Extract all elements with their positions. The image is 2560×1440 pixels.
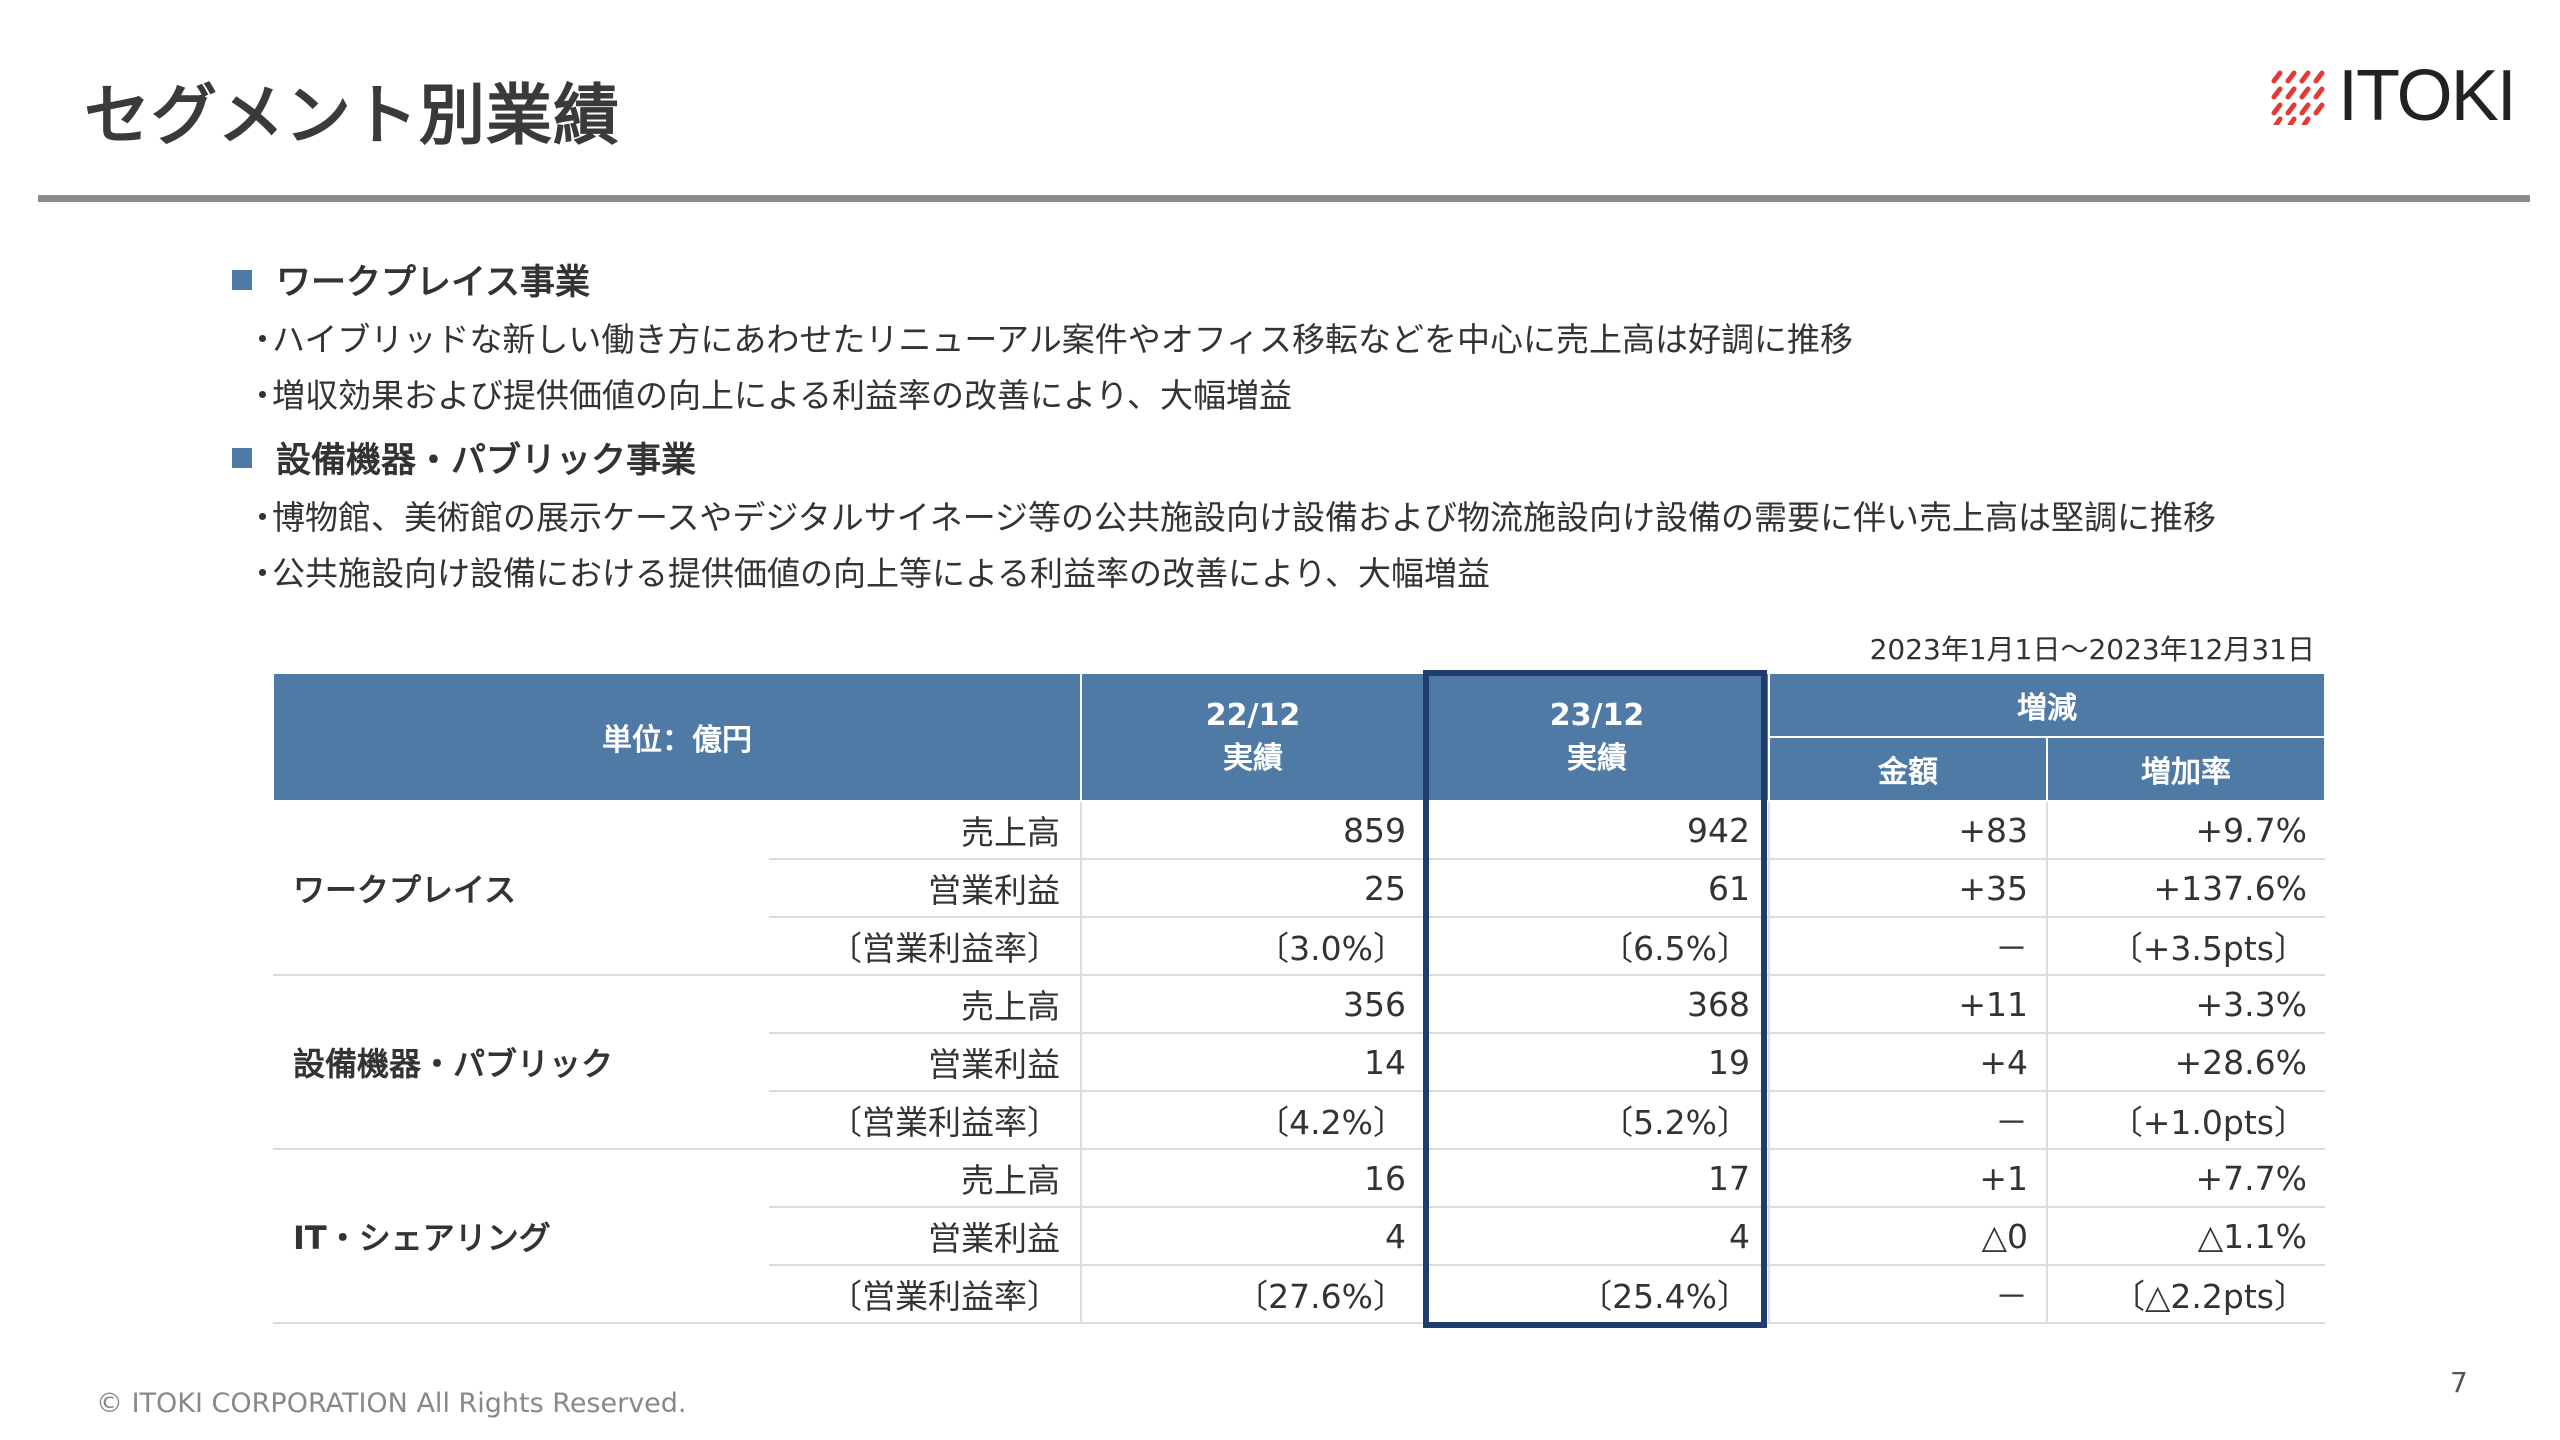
change-rate: 〔+3.5pts〕 bbox=[2046, 917, 2325, 976]
prev-year-header: 22/12 実績 bbox=[1080, 672, 1426, 802]
prev-value: 14 bbox=[1080, 1033, 1425, 1092]
page-number: 7 bbox=[2450, 1366, 2468, 1399]
prev-value: 〔4.2%〕 bbox=[1080, 1091, 1425, 1150]
curr-value: 〔25.4%〕 bbox=[1424, 1265, 1769, 1324]
change-rate: +28.6% bbox=[2046, 1033, 2325, 1092]
table-row: 設備機器・パブリック 売上高 356 368 +11 +3.3% bbox=[273, 975, 2325, 1150]
curr-value: 19 bbox=[1424, 1033, 1769, 1092]
bullet-text: 公共施設向け設備における提供価値の向上等による利益率の改善により、大幅増益 bbox=[272, 554, 1491, 593]
row-label: 〔営業利益率〕 bbox=[769, 1091, 1081, 1150]
curr-value: 〔5.2%〕 bbox=[1424, 1091, 1769, 1150]
square-bullet-icon bbox=[232, 447, 252, 468]
section-heading: 設備機器・パブリック事業 bbox=[276, 441, 697, 481]
bullet-marker: ・ bbox=[246, 320, 279, 359]
table-row: 〔営業利益率〕 〔4.2%〕 〔5.2%〕 － 〔+1.0pts〕 bbox=[273, 1091, 2325, 1150]
table-row: 営業利益 4 4 △0 △1.1% bbox=[273, 1207, 2325, 1266]
change-amount: △0 bbox=[1768, 1207, 2047, 1266]
bullet-marker: ・ bbox=[246, 376, 279, 415]
segment-name: ワークプレイス bbox=[273, 801, 769, 976]
period-label: 2023年1月1日～2023年12月31日 bbox=[1869, 633, 2315, 666]
table-row: 〔営業利益率〕 〔27.6%〕 〔25.4%〕 － 〔△2.2pts〕 bbox=[273, 1265, 2325, 1324]
unit-header: 単位：億円 bbox=[272, 672, 1082, 802]
table-row: 〔営業利益率〕 〔3.0%〕 〔6.5%〕 － 〔+3.5pts〕 bbox=[273, 917, 2325, 976]
section-equipment-public: 設備機器・パブリック事業 ・博物館、美術館の展示ケースやデジタルサイネージ等の公… bbox=[232, 432, 2216, 595]
change-amount: － bbox=[1768, 1091, 2047, 1150]
bullet-marker: ・ bbox=[246, 498, 279, 537]
row-label: 〔営業利益率〕 bbox=[769, 917, 1081, 976]
table-row: IT・シェアリング 売上高 16 17 +1 +7.7% bbox=[273, 1149, 2325, 1324]
curr-value: 17 bbox=[1424, 1149, 1769, 1208]
change-rate: △1.1% bbox=[2046, 1207, 2325, 1266]
bullet-text: ハイブリッドな新しい働き方にあわせたリニューアル案件やオフィス移転などを中心に売… bbox=[272, 320, 1854, 359]
change-rate: +137.6% bbox=[2046, 859, 2325, 918]
rate-header: 増加率 bbox=[2046, 736, 2326, 802]
segment-results-table: 単位：億円 22/12 実績 23/12 実績 増減 金額 増加率 ワークプレイス … bbox=[272, 672, 2326, 1324]
change-rate: +3.3% bbox=[2046, 975, 2325, 1034]
change-amount: － bbox=[1768, 1265, 2047, 1324]
change-rate: 〔+1.0pts〕 bbox=[2046, 1091, 2325, 1150]
curr-value: 4 bbox=[1424, 1207, 1769, 1266]
change-rate: +7.7% bbox=[2046, 1149, 2325, 1208]
change-rate: 〔△2.2pts〕 bbox=[2046, 1265, 2325, 1324]
itoki-logo: ITOKI bbox=[2270, 56, 2517, 136]
prev-value: 4 bbox=[1080, 1207, 1425, 1266]
change-amount: +4 bbox=[1768, 1033, 2047, 1092]
change-amount: +1 bbox=[1768, 1149, 2047, 1208]
prev-value: 〔3.0%〕 bbox=[1080, 917, 1425, 976]
table-row: ワークプレイス 売上高 859 942 +83 +9.7% bbox=[273, 801, 2325, 976]
curr-value: 942 bbox=[1424, 801, 1769, 860]
section-workplace: ワークプレイス事業 ・ハイブリッドな新しい働き方にあわせたリニューアル案件やオフ… bbox=[232, 254, 1853, 417]
bullet-text: 増収効果および提供価値の向上による利益率の改善により、大幅増益 bbox=[272, 376, 1293, 415]
row-label: 売上高 bbox=[769, 975, 1081, 1034]
row-label: 営業利益 bbox=[769, 1033, 1081, 1092]
row-label: 営業利益 bbox=[769, 859, 1081, 918]
table-row: 営業利益 14 19 +4 +28.6% bbox=[273, 1033, 2325, 1092]
curr-value: 61 bbox=[1424, 859, 1769, 918]
curr-value: 〔6.5%〕 bbox=[1424, 917, 1769, 976]
row-label: 営業利益 bbox=[769, 1207, 1081, 1266]
current-year-header: 23/12 実績 bbox=[1424, 672, 1770, 802]
change-amount: +35 bbox=[1768, 859, 2047, 918]
segment-name: IT・シェアリング bbox=[273, 1149, 769, 1324]
bullet-marker: ・ bbox=[246, 554, 279, 593]
logo-text: ITOKI bbox=[2338, 56, 2517, 136]
segment-name: 設備機器・パブリック bbox=[273, 975, 769, 1150]
change-rate: +9.7% bbox=[2046, 801, 2325, 860]
row-label: 売上高 bbox=[769, 1149, 1081, 1208]
prev-value: 〔27.6%〕 bbox=[1080, 1265, 1425, 1324]
header-divider bbox=[38, 195, 2530, 202]
bullet-text: 博物館、美術館の展示ケースやデジタルサイネージ等の公共施設向け設備および物流施設… bbox=[272, 498, 2217, 537]
copyright: © ITOKI CORPORATION All Rights Reserved. bbox=[96, 1388, 687, 1419]
amount-header: 金額 bbox=[1768, 736, 2048, 802]
prev-value: 859 bbox=[1080, 801, 1425, 860]
prev-value: 25 bbox=[1080, 859, 1425, 918]
row-label: 売上高 bbox=[769, 801, 1081, 860]
change-amount: +83 bbox=[1768, 801, 2047, 860]
change-amount: － bbox=[1768, 917, 2047, 976]
curr-value: 368 bbox=[1424, 975, 1769, 1034]
square-bullet-icon bbox=[232, 269, 252, 290]
logo-stripes-icon bbox=[2271, 70, 2325, 125]
page-title: セグメント別業績 bbox=[84, 77, 620, 154]
row-label: 〔営業利益率〕 bbox=[769, 1265, 1081, 1324]
prev-value: 16 bbox=[1080, 1149, 1425, 1208]
section-heading: ワークプレイス事業 bbox=[276, 263, 590, 303]
change-amount: +11 bbox=[1768, 975, 2047, 1034]
change-header: 増減 bbox=[1768, 672, 2326, 738]
table-row: 営業利益 25 61 +35 +137.6% bbox=[273, 859, 2325, 918]
prev-value: 356 bbox=[1080, 975, 1425, 1034]
